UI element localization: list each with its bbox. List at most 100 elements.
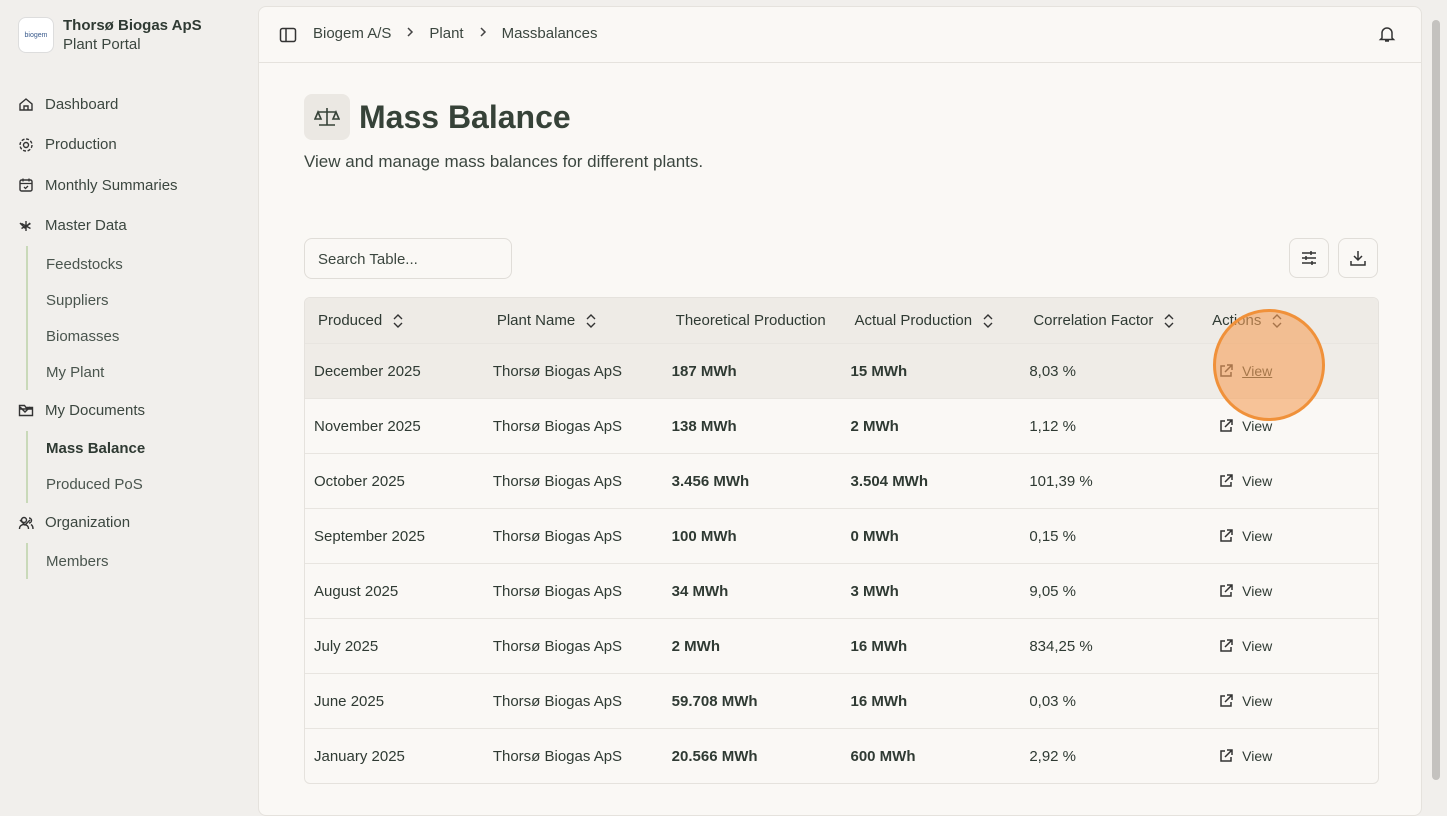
external-link-icon	[1220, 584, 1233, 597]
settings-button[interactable]	[1289, 238, 1329, 278]
table-cell: 0,03 %	[1029, 692, 1077, 710]
action-cell: View	[1199, 638, 1378, 654]
column-label: Actual Production	[854, 312, 973, 329]
column-header[interactable]: Actual Production	[841, 312, 1020, 329]
view-link[interactable]: View	[1242, 528, 1273, 544]
table-cell: September 2025	[314, 527, 425, 545]
breadcrumb: Biogem A/S Plant Massbalances	[313, 25, 611, 42]
nav-subitem[interactable]: Members	[0, 543, 258, 579]
chevron[interactable]	[18, 515, 32, 529]
table-cell: 187 MWh	[671, 362, 737, 380]
click-highlight	[1213, 309, 1325, 421]
nav-subitem[interactable]: Suppliers	[0, 282, 258, 318]
table: Produced Plant Name Theoretical Production…	[304, 297, 1379, 784]
table-cell: Thorsø Biogas ApS	[492, 362, 623, 380]
nav-item[interactable]: Master Data	[0, 206, 258, 247]
sidebar: biogem Thorsø Biogas ApS Plant Portal Da…	[0, 0, 258, 808]
nav-subitem[interactable]: Produced PoS	[0, 466, 258, 503]
action-cell: View	[1199, 583, 1378, 599]
column-header[interactable]: Theoretical Production	[663, 312, 842, 329]
sort-icon[interactable]	[982, 313, 994, 329]
chevron[interactable]	[18, 218, 32, 232]
table-cell: October 2025	[314, 472, 405, 490]
column-label: Produced	[318, 312, 383, 329]
view-link[interactable]: View	[1242, 583, 1273, 599]
table-cell: 34 MWh	[671, 582, 729, 600]
nav-icon	[19, 137, 33, 152]
table-cell: 16 MWh	[850, 692, 908, 710]
sort-icon[interactable]	[1163, 313, 1175, 329]
table-cell: 2,92 %	[1029, 747, 1077, 765]
download-button[interactable]	[1338, 238, 1378, 278]
view-link[interactable]: View	[1242, 693, 1273, 709]
table-cell: Thorsø Biogas ApS	[492, 692, 623, 710]
search-input[interactable]: Search Table...	[304, 238, 512, 279]
table-row: August 2025 Thorsø Biogas ApS 34 MWh 3 MWh 9…	[305, 563, 1378, 618]
external-link-icon	[1220, 639, 1233, 652]
breadcrumb-item[interactable]: Plant	[429, 25, 464, 42]
sort-icon[interactable]	[392, 313, 404, 329]
notifications[interactable]	[1378, 25, 1396, 43]
page-title: Mass Balance	[359, 99, 571, 135]
table-cell: 3.456 MWh	[671, 472, 750, 490]
table-cell: 2 MWh	[850, 417, 899, 435]
table-cell: 9,05 %	[1029, 582, 1077, 600]
table-row: July 2025 Thorsø Biogas ApS 2 MWh 16 MWh 834…	[305, 618, 1378, 673]
table-row: June 2025 Thorsø Biogas ApS 59.708 MWh 16 M…	[305, 673, 1378, 728]
table-cell: 2 MWh	[671, 637, 720, 655]
table-row: December 2025 Thorsø Biogas ApS 187 MWh 15 …	[305, 343, 1378, 398]
table-cell: 16 MWh	[850, 637, 908, 655]
nav-item[interactable]: My Documents	[0, 390, 258, 431]
sidebar-toggle[interactable]	[279, 26, 297, 44]
view-link[interactable]: View	[1242, 748, 1273, 764]
view-link[interactable]: View	[1242, 418, 1273, 434]
table-cell: June 2025	[314, 692, 385, 710]
view-link[interactable]: View	[1242, 473, 1273, 489]
table-cell: Thorsø Biogas ApS	[492, 417, 623, 435]
action-cell: View	[1199, 418, 1378, 434]
chevron[interactable]	[18, 402, 32, 416]
column-header[interactable]: Produced	[305, 312, 484, 329]
table-cell: August 2025	[314, 582, 399, 600]
table-cell: Thorsø Biogas ApS	[492, 637, 623, 655]
view-link[interactable]: View	[1242, 638, 1273, 654]
column-header[interactable]: Correlation Factor	[1020, 312, 1199, 329]
nav-subitem[interactable]: My Plant	[0, 354, 258, 390]
table-cell: 3 MWh	[850, 582, 899, 600]
external-link-icon	[1220, 474, 1233, 487]
logo: biogem	[18, 17, 54, 53]
nav-icon	[19, 98, 33, 111]
table-header: Produced Plant Name Theoretical Production…	[305, 298, 1378, 343]
action-cell: View	[1199, 473, 1378, 489]
nav-subitem[interactable]: Biomasses	[0, 318, 258, 354]
table-cell: Thorsø Biogas ApS	[492, 582, 623, 600]
breadcrumb-item[interactable]: Biogem A/S	[313, 25, 392, 42]
action-cell: View	[1199, 528, 1378, 544]
table-cell: 59.708 MWh	[671, 692, 758, 710]
external-link-icon	[1220, 419, 1233, 432]
external-link-icon	[1220, 529, 1233, 542]
nav-item[interactable]: Organization	[0, 503, 258, 544]
breadcrumb-item[interactable]: Massbalances	[501, 25, 598, 42]
nav: Dashboard Production Monthly Summaries Mast…	[0, 84, 258, 579]
table-row: November 2025 Thorsø Biogas ApS 138 MWh 2 M…	[305, 398, 1378, 453]
topbar: Biogem A/S Plant Massbalances	[259, 7, 1421, 63]
table-cell: 138 MWh	[671, 417, 737, 435]
table-cell: 600 MWh	[850, 747, 916, 765]
table-cell: 0 MWh	[850, 527, 899, 545]
sort-icon[interactable]	[585, 313, 597, 329]
column-label: Plant Name	[496, 312, 576, 329]
nav-item[interactable]: Production	[0, 125, 258, 166]
table-cell: July 2025	[314, 637, 379, 655]
table-cell: 101,39 %	[1029, 472, 1093, 490]
nav-item[interactable]: Dashboard	[0, 84, 258, 125]
table-cell: 1,12 %	[1029, 417, 1077, 435]
nav-subitem[interactable]: Mass Balance	[0, 430, 258, 467]
table-cell: December 2025	[314, 362, 421, 380]
table-cell: November 2025	[314, 417, 421, 435]
nav-subitem[interactable]: Feedstocks	[0, 246, 258, 282]
column-header[interactable]: Plant Name	[484, 312, 663, 329]
page-subtitle: View and manage mass balances for differ…	[304, 152, 704, 171]
nav-item[interactable]: Monthly Summaries	[0, 165, 258, 206]
